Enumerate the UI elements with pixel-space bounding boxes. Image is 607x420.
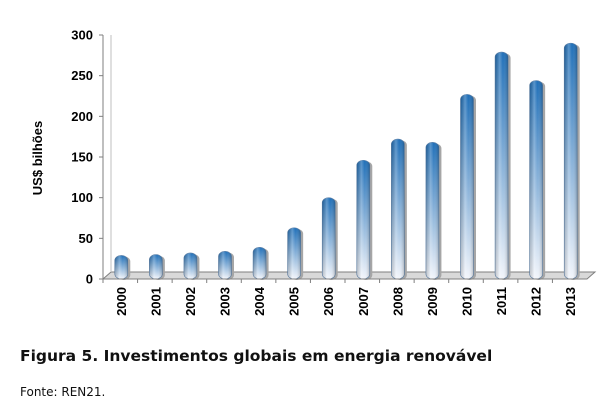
bar-shine (149, 254, 163, 279)
y-tick-label: 150 (71, 150, 93, 165)
x-tick-label: 2010 (460, 287, 475, 316)
x-tick-label: 2003 (218, 287, 233, 316)
x-tick-label: 2005 (287, 287, 302, 316)
bar (356, 159, 373, 280)
x-tick-label: 2001 (148, 287, 163, 316)
x-tick-label: 2011 (494, 287, 509, 315)
bar (321, 197, 338, 280)
bar-shine (391, 139, 405, 279)
bar-shine (183, 252, 197, 279)
bar-shine (460, 94, 474, 279)
x-tick-label: 2009 (425, 287, 440, 316)
x-axis: 2000 2001 2002 2003 2004 2005 2006 2007 2008 2009… (102, 278, 587, 316)
bar-shine (564, 43, 578, 280)
figure-caption: Figura 5. Investimentos globais em energ… (20, 347, 493, 365)
plot-floor (101, 35, 597, 280)
y-tick-label: 0 (86, 272, 93, 287)
bar-shine (529, 80, 543, 280)
chart-floor (101, 271, 597, 280)
bar-shine (114, 255, 128, 279)
y-tick-label: 100 (71, 190, 93, 205)
bar-shine (322, 197, 336, 279)
y-tick-label: 250 (71, 68, 93, 83)
y-tick-label: 50 (79, 231, 93, 246)
bar (391, 138, 407, 280)
x-tick-label: 2013 (563, 287, 578, 316)
bar-shine (425, 142, 439, 279)
bar (218, 251, 234, 280)
x-tick-label: 2006 (321, 287, 336, 316)
bar-shine (218, 251, 232, 279)
x-tick-label: 2008 (390, 287, 405, 316)
bar-shine (495, 52, 509, 279)
bar (183, 252, 200, 280)
y-tick-label: 300 (71, 28, 93, 43)
bar (494, 51, 511, 280)
bar (114, 255, 131, 280)
bar-shine (356, 160, 370, 279)
x-tick-label: 2000 (114, 287, 129, 316)
y-tick-label: 200 (71, 109, 93, 124)
bar (287, 227, 304, 280)
x-tick-label: 2007 (356, 287, 371, 316)
x-tick-label: 2002 (183, 287, 198, 316)
y-axis-title: US$ bilhões (30, 121, 45, 195)
bar (529, 80, 546, 281)
bar-shine (287, 227, 301, 279)
y-axis: 0 50 100 150 200 250 300 (71, 28, 104, 287)
bar (460, 94, 476, 280)
figure-source: Fonte: REN21. (20, 385, 106, 399)
bars-group (114, 42, 580, 281)
x-tick-label: 2012 (529, 287, 544, 316)
bar (563, 42, 580, 281)
bar (425, 142, 442, 280)
bar (252, 246, 269, 280)
bar (149, 254, 165, 280)
bar-shine (253, 247, 267, 279)
x-tick-label: 2004 (252, 286, 267, 316)
